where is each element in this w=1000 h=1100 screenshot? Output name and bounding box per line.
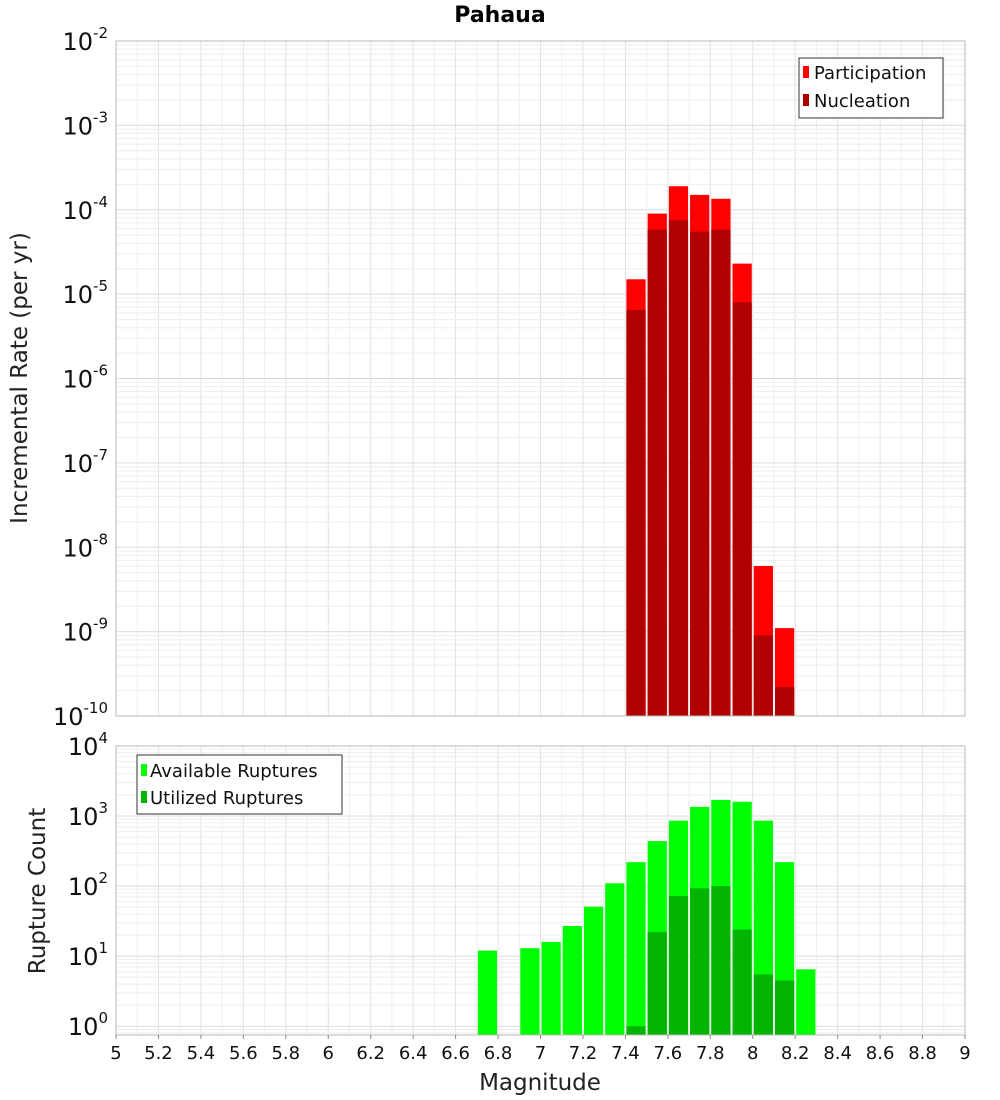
bar-available-ruptures <box>626 862 646 1035</box>
bottom-y-ticks: 100 101 102 103 104 <box>68 729 108 1041</box>
bar-utilized-ruptures <box>732 929 752 1035</box>
top-y-axis-title: Incremental Rate (per yr) <box>7 232 33 524</box>
bar-utilized-ruptures <box>668 896 689 1035</box>
x-tick-label: 7.8 <box>696 1043 725 1064</box>
bar-utilized-ruptures <box>753 974 773 1035</box>
top-y-tick-label: 10-9 <box>62 615 108 647</box>
bottom-y-axis-title: Rupture Count <box>25 808 51 974</box>
x-tick-label: 6.8 <box>484 1043 513 1064</box>
top-y-tick-label: 10-7 <box>62 446 108 478</box>
x-tick-label: 5.2 <box>144 1043 173 1064</box>
bar-utilized-ruptures <box>690 888 710 1035</box>
top-plot-border <box>115 40 966 717</box>
legend-label-participation: Participation <box>814 63 926 84</box>
x-tick-label: 7 <box>535 1043 546 1064</box>
x-tick-label: 7.4 <box>611 1043 640 1064</box>
x-tick-label: 8 <box>747 1043 758 1064</box>
bar-available-ruptures <box>583 906 604 1035</box>
top-legend-box <box>798 57 944 119</box>
bar-available-ruptures <box>562 925 582 1035</box>
top-bars <box>626 186 795 717</box>
bottom-panel: 100 101 102 103 104 5 5.2 5.4 5.6 5.8 6 6.2 6.4 6.6 6… <box>25 729 971 1096</box>
top-grid <box>115 40 966 717</box>
x-axis-title: Magnitude <box>479 1070 601 1096</box>
bottom-y-tick-label: 100 <box>68 1009 108 1041</box>
bar-nucleation <box>753 635 773 716</box>
bar-available-ruptures <box>541 941 561 1035</box>
bar-nucleation <box>626 309 646 716</box>
bottom-y-tick-label: 102 <box>68 869 108 901</box>
bottom-y-tick-label: 103 <box>68 799 108 831</box>
bottom-legend: Available Ruptures Utilized Ruptures <box>136 754 343 815</box>
top-y-tick-label: 10-3 <box>62 108 108 140</box>
bar-utilized-ruptures <box>647 932 667 1035</box>
legend-label-utilized: Utilized Ruptures <box>150 788 303 809</box>
top-y-ticks: 10-10 10-9 10-8 10-7 10-6 10-5 10-4 10-3 10-2 <box>53 24 108 731</box>
x-ticks: 5 5.2 5.4 5.6 5.8 6 6.2 6.4 6.6 6.8 7 7.2 7.4 7.6 7.8 8… <box>110 1035 971 1064</box>
top-panel: 10-10 10-9 10-8 10-7 10-6 10-5 10-4 10-3 10-2 In… <box>7 24 966 731</box>
bar-utilized-ruptures <box>626 1026 646 1035</box>
legend-swatch-participation <box>803 66 809 78</box>
legend-label-nucleation: Nucleation <box>814 91 910 112</box>
x-tick-label: 8.2 <box>781 1043 810 1064</box>
top-y-tick-label: 10-5 <box>62 277 108 309</box>
x-tick-label: 8.8 <box>908 1043 937 1064</box>
top-y-tick-label: 10-6 <box>62 362 108 394</box>
top-y-tick-label: 10-10 <box>53 699 108 731</box>
legend-swatch-utilized <box>141 791 147 803</box>
bottom-legend-box <box>136 754 343 815</box>
bar-available-ruptures <box>605 883 625 1035</box>
x-tick-label: 6.6 <box>441 1043 470 1064</box>
legend-label-available: Available Ruptures <box>150 761 318 782</box>
x-tick-label: 9 <box>959 1043 970 1064</box>
bottom-bars <box>477 799 816 1035</box>
legend-swatch-nucleation <box>803 94 809 106</box>
x-tick-label: 6 <box>323 1043 334 1064</box>
bar-nucleation <box>668 220 689 717</box>
x-tick-label: 5.6 <box>229 1043 258 1064</box>
x-tick-label: 5 <box>110 1043 121 1064</box>
bar-nucleation <box>647 229 667 717</box>
x-tick-label: 7.6 <box>654 1043 683 1064</box>
bottom-y-tick-label: 104 <box>68 729 108 761</box>
x-tick-label: 8.4 <box>823 1043 852 1064</box>
x-tick-label: 5.8 <box>271 1043 300 1064</box>
bar-available-ruptures <box>477 950 498 1035</box>
bar-nucleation <box>732 302 752 716</box>
legend-swatch-available <box>141 764 147 776</box>
bar-nucleation <box>774 687 795 716</box>
top-legend: Participation Nucleation <box>798 57 944 119</box>
x-tick-label: 5.4 <box>187 1043 216 1064</box>
top-y-tick-label: 10-4 <box>62 193 108 225</box>
x-tick-label: 6.4 <box>399 1043 428 1064</box>
bar-utilized-ruptures <box>774 980 795 1035</box>
x-tick-label: 8.6 <box>866 1043 895 1064</box>
bar-available-ruptures <box>520 948 540 1035</box>
bottom-y-tick-label: 101 <box>68 939 108 971</box>
top-y-tick-label: 10-8 <box>62 530 108 562</box>
bar-nucleation <box>711 229 731 717</box>
x-tick-label: 7.2 <box>569 1043 598 1064</box>
bar-utilized-ruptures <box>711 886 731 1035</box>
top-y-tick-label: 10-2 <box>62 24 108 56</box>
bar-available-ruptures <box>796 969 816 1035</box>
bar-nucleation <box>690 231 710 716</box>
x-tick-label: 6.2 <box>356 1043 385 1064</box>
chart-title: Pahaua <box>454 3 545 28</box>
